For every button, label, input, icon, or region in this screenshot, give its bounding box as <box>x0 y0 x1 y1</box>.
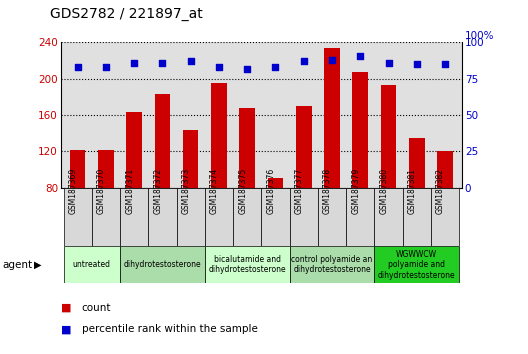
Text: 100%: 100% <box>465 31 494 41</box>
Point <box>102 64 110 70</box>
Bar <box>431 188 459 246</box>
Point <box>356 53 364 58</box>
Text: bicalutamide and
dihydrotestosterone: bicalutamide and dihydrotestosterone <box>209 255 286 274</box>
Bar <box>346 188 374 246</box>
Point <box>412 62 421 67</box>
Bar <box>437 152 453 188</box>
Text: percentile rank within the sample: percentile rank within the sample <box>82 324 258 334</box>
Text: GSM187376: GSM187376 <box>267 167 276 214</box>
Bar <box>63 246 120 283</box>
Point <box>441 62 449 67</box>
Point <box>215 64 223 70</box>
Point <box>328 57 336 63</box>
Bar <box>211 83 227 188</box>
Bar <box>92 188 120 246</box>
Text: dihydrotestosterone: dihydrotestosterone <box>124 260 201 269</box>
Text: untreated: untreated <box>73 260 111 269</box>
Text: GDS2782 / 221897_at: GDS2782 / 221897_at <box>50 7 203 21</box>
Bar <box>318 188 346 246</box>
Bar <box>403 188 431 246</box>
Point <box>73 64 82 70</box>
Bar <box>63 188 92 246</box>
Bar <box>98 150 114 188</box>
Text: GSM187382: GSM187382 <box>436 167 445 213</box>
Text: control polyamide an
dihydrotestosterone: control polyamide an dihydrotestosterone <box>291 255 373 274</box>
Bar <box>381 85 397 188</box>
Bar <box>290 246 374 283</box>
Text: ▶: ▶ <box>34 259 42 270</box>
Bar <box>353 73 368 188</box>
Point <box>130 60 138 65</box>
Bar <box>268 178 283 188</box>
Bar <box>183 130 199 188</box>
Point <box>158 60 167 65</box>
Bar <box>176 188 205 246</box>
Bar <box>240 108 255 188</box>
Text: ■: ■ <box>61 324 71 334</box>
Text: GSM187370: GSM187370 <box>97 167 106 214</box>
Point <box>299 58 308 64</box>
Bar <box>374 246 459 283</box>
Text: GSM187380: GSM187380 <box>380 167 389 213</box>
Point <box>384 60 393 65</box>
Bar <box>126 112 142 188</box>
Bar <box>374 188 403 246</box>
Bar <box>296 106 312 188</box>
Text: GSM187381: GSM187381 <box>408 167 417 213</box>
Text: GSM187377: GSM187377 <box>295 167 304 214</box>
Point <box>243 66 251 72</box>
Bar <box>120 246 205 283</box>
Text: ■: ■ <box>61 303 71 313</box>
Bar <box>205 246 290 283</box>
Point <box>186 58 195 64</box>
Bar <box>120 188 148 246</box>
Text: GSM187374: GSM187374 <box>210 167 219 214</box>
Bar <box>324 48 340 188</box>
Bar <box>233 188 261 246</box>
Text: agent: agent <box>3 259 33 270</box>
Text: GSM187369: GSM187369 <box>69 167 78 214</box>
Bar <box>261 188 290 246</box>
Text: count: count <box>82 303 111 313</box>
Text: WGWWCW
polyamide and
dihydrotestosterone: WGWWCW polyamide and dihydrotestosterone <box>378 250 456 280</box>
Text: GSM187371: GSM187371 <box>125 167 134 213</box>
Point <box>271 64 280 70</box>
Bar <box>205 188 233 246</box>
Bar <box>290 188 318 246</box>
Text: GSM187379: GSM187379 <box>351 167 360 214</box>
Bar <box>409 138 425 188</box>
Bar <box>70 149 86 188</box>
Bar <box>155 94 170 188</box>
Text: GSM187373: GSM187373 <box>182 167 191 214</box>
Text: GSM187372: GSM187372 <box>154 167 163 213</box>
Text: GSM187378: GSM187378 <box>323 167 332 213</box>
Text: GSM187375: GSM187375 <box>238 167 247 214</box>
Bar <box>148 188 176 246</box>
